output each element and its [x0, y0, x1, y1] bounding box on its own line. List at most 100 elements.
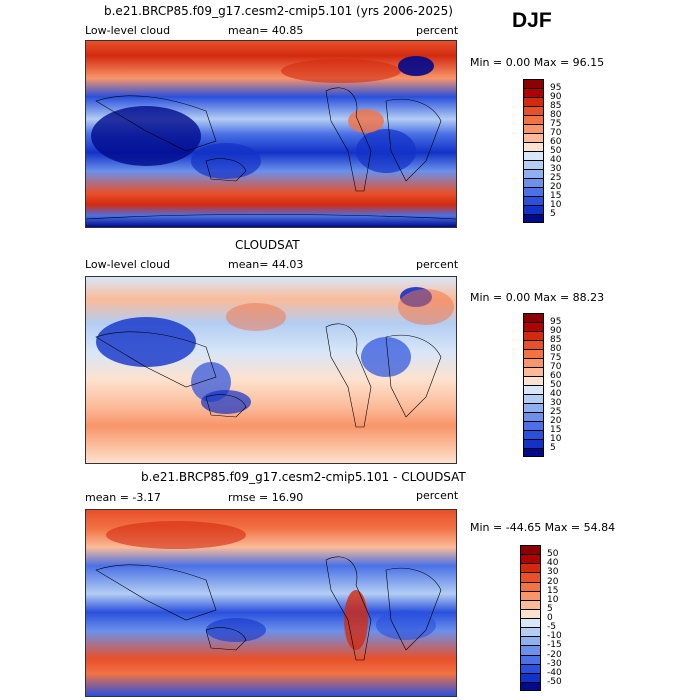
panel3-rmse: rmse = 16.90 [228, 491, 304, 504]
panel3-map [85, 509, 457, 697]
panel2-colorbar: 95 90 85 80 75 70 60 50 40 30 25 20 15 10 5 [523, 313, 573, 457]
colorbar-swatch [523, 313, 544, 322]
colorbar-swatch [520, 636, 541, 646]
colorbar-tick-label: 40 [550, 155, 562, 165]
panel2-map [85, 276, 457, 464]
panel1-minmax: Min = 0.00 Max = 96.15 [470, 56, 605, 69]
colorbar-tick-label: 60 [550, 137, 562, 147]
colorbar-swatch [523, 151, 544, 160]
colorbar-swatch [523, 196, 544, 205]
colorbar-tick-label: 25 [550, 173, 562, 183]
colorbar-swatch [523, 403, 544, 412]
colorbar-swatch [523, 448, 544, 457]
colorbar-swatch [523, 385, 544, 394]
colorbar-swatch [520, 663, 541, 673]
colorbar-tick-label: 75 [550, 119, 562, 129]
colorbar-swatch [523, 160, 544, 169]
colorbar-swatch [520, 599, 541, 609]
colorbar-tick-label: -40 [547, 667, 562, 678]
colorbar-swatch [523, 421, 544, 430]
colorbar-tick-label: 70 [550, 362, 562, 372]
colorbar-tick-label: -20 [547, 649, 562, 660]
colorbar-swatch [520, 581, 541, 591]
colorbar-tick-label: -5 [547, 622, 556, 633]
colorbar-tick-label: 50 [550, 380, 562, 390]
colorbar-swatch [520, 627, 541, 637]
colorbar-swatch [523, 349, 544, 358]
panel3-heatmap [86, 510, 456, 696]
panel3-title: b.e21.BRCP85.f09_g17.cesm2-cmip5.101 - C… [141, 470, 466, 484]
panel1-colorbar: 95 90 85 80 75 70 60 50 40 30 25 20 15 10 5 [523, 79, 573, 223]
colorbar-tick-label: 10 [550, 200, 562, 210]
colorbar-swatch [523, 376, 544, 385]
colorbar-tick-label: 30 [550, 398, 562, 408]
colorbar-swatch [520, 572, 541, 582]
colorbar-swatch [523, 331, 544, 340]
colorbar-tick-label: -10 [547, 631, 562, 642]
panel1-map [85, 40, 457, 228]
colorbar-swatch [520, 654, 541, 664]
colorbar-tick-label: 20 [550, 182, 562, 192]
panel1-units: percent [416, 24, 459, 37]
colorbar-swatch [523, 106, 544, 115]
colorbar-tick-label: 95 [550, 83, 562, 93]
colorbar-swatch [523, 430, 544, 439]
colorbar-tick-label: 20 [547, 576, 559, 587]
panel2-heatmap [86, 277, 456, 463]
colorbar-tick-label: 85 [550, 335, 562, 345]
season-label: DJF [512, 9, 552, 32]
colorbar-tick-label: 50 [550, 146, 562, 156]
colorbar-swatch [523, 115, 544, 124]
colorbar-swatch [523, 412, 544, 421]
panel3-colorbar: 50 40 30 20 15 10 5 0 -5 -10 -15 -20 -30 -40 -50 [520, 545, 570, 691]
colorbar-swatch [523, 79, 544, 88]
colorbar-swatch [523, 169, 544, 178]
panel1-heatmap [86, 41, 456, 227]
colorbar-tick-label: -30 [547, 658, 562, 669]
colorbar-swatch [523, 394, 544, 403]
colorbar-swatch [520, 618, 541, 628]
colorbar-tick-label: -15 [547, 640, 562, 651]
colorbar-swatch [523, 367, 544, 376]
colorbar-tick-label: 15 [547, 585, 559, 596]
colorbar-swatch [523, 178, 544, 187]
colorbar-tick-label: 75 [550, 353, 562, 363]
colorbar-swatch [520, 554, 541, 564]
colorbar-swatch [520, 645, 541, 655]
colorbar-tick-label: 50 [547, 549, 559, 560]
colorbar-tick-label: 15 [550, 425, 562, 435]
colorbar-tick-label: 80 [550, 110, 562, 120]
colorbar-swatch [523, 439, 544, 448]
colorbar-swatch [523, 340, 544, 349]
colorbar-swatch [520, 608, 541, 618]
colorbar-tick-label: 40 [547, 558, 559, 569]
colorbar-tick-label: 85 [550, 101, 562, 111]
colorbar-tick-label: 30 [547, 567, 559, 578]
colorbar-swatch [520, 545, 541, 555]
colorbar-tick-label: 5 [547, 603, 553, 614]
colorbar-tick-label: 25 [550, 407, 562, 417]
panel3-minmax: Min = -44.65 Max = 54.84 [470, 521, 616, 534]
colorbar-swatch [520, 672, 541, 682]
colorbar-swatch [523, 214, 544, 223]
panel2-variable: Low-level cloud [85, 258, 171, 271]
colorbar-swatch [523, 133, 544, 142]
colorbar-tick-label: 5 [550, 209, 556, 219]
colorbar-swatch [523, 142, 544, 151]
colorbar-swatch [523, 322, 544, 331]
panel2-minmax: Min = 0.00 Max = 88.23 [470, 291, 605, 304]
colorbar-tick-label: 80 [550, 344, 562, 354]
colorbar-tick-label: 95 [550, 317, 562, 327]
colorbar-tick-label: -50 [547, 676, 562, 687]
panel2-units: percent [416, 258, 459, 271]
colorbar-swatch [523, 97, 544, 106]
panel2-mean: mean= 44.03 [228, 258, 304, 271]
colorbar-swatch [520, 563, 541, 573]
colorbar-tick-label: 10 [547, 594, 559, 605]
colorbar-tick-label: 5 [550, 443, 556, 453]
colorbar-tick-label: 20 [550, 416, 562, 426]
colorbar-swatch [520, 590, 541, 600]
panel2-title: CLOUDSAT [235, 238, 300, 252]
colorbar-swatch [523, 205, 544, 214]
colorbar-tick-label: 90 [550, 326, 562, 336]
